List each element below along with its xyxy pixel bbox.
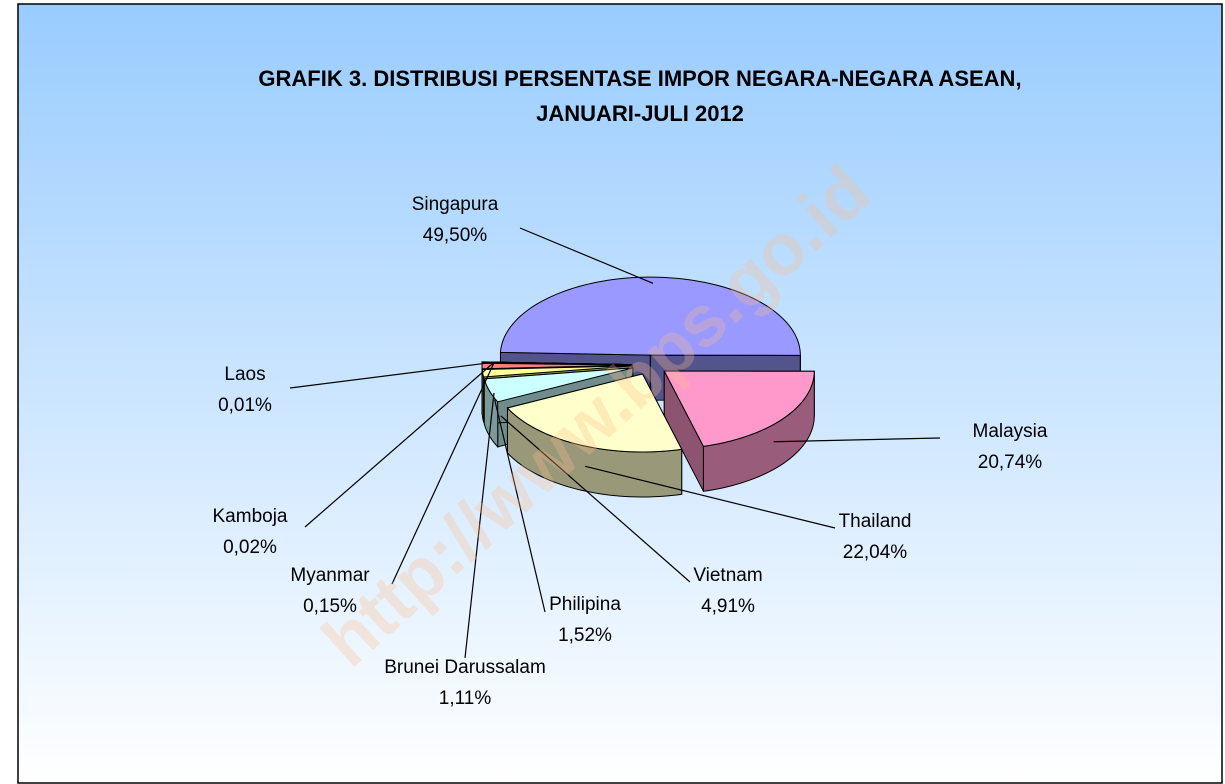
leader-line bbox=[391, 362, 495, 585]
slice-value-label: 0,02% bbox=[223, 537, 277, 558]
pie-slice bbox=[663, 370, 815, 447]
slice-label: Malaysia bbox=[973, 421, 1048, 442]
slice-value-label: 1,11% bbox=[439, 688, 492, 709]
slice-label: Thailand bbox=[839, 511, 912, 532]
slice-value-label: 4,91% bbox=[701, 596, 755, 617]
leader-line bbox=[585, 465, 836, 529]
pie-slice bbox=[499, 276, 801, 356]
slice-value-label: 20,74% bbox=[978, 452, 1043, 473]
leader-line bbox=[500, 415, 691, 583]
pie-slice bbox=[481, 365, 633, 378]
slice-value-label: 1,52% bbox=[558, 625, 612, 646]
chart-title: JANUARI-JULI 2012 bbox=[536, 101, 744, 126]
leader-line bbox=[519, 227, 654, 284]
slice-label: Singapura bbox=[412, 194, 499, 215]
slice-label: Philipina bbox=[549, 594, 621, 615]
leader-line bbox=[289, 361, 495, 389]
chart-title: GRAFIK 3. DISTRIBUSI PERSENTASE IMPOR NE… bbox=[258, 66, 1021, 91]
slice-label: Laos bbox=[224, 364, 265, 385]
slice-value-label: 0,15% bbox=[303, 596, 357, 617]
slice-value-label: 22,04% bbox=[843, 542, 908, 563]
pie-slice bbox=[506, 373, 683, 453]
pie-slice bbox=[481, 361, 633, 366]
slice-label: Brunei Darussalam bbox=[384, 657, 546, 678]
leader-line bbox=[773, 437, 941, 443]
slice-value-label: 49,50% bbox=[423, 225, 488, 246]
leader-line bbox=[494, 399, 546, 613]
slice-label: Myanmar bbox=[290, 565, 370, 586]
leader-line bbox=[464, 392, 495, 659]
slice-label: Vietnam bbox=[693, 565, 762, 586]
slice-label: Kamboja bbox=[213, 506, 288, 527]
slice-value-label: 0,01% bbox=[218, 395, 272, 416]
leader-line bbox=[304, 361, 495, 528]
